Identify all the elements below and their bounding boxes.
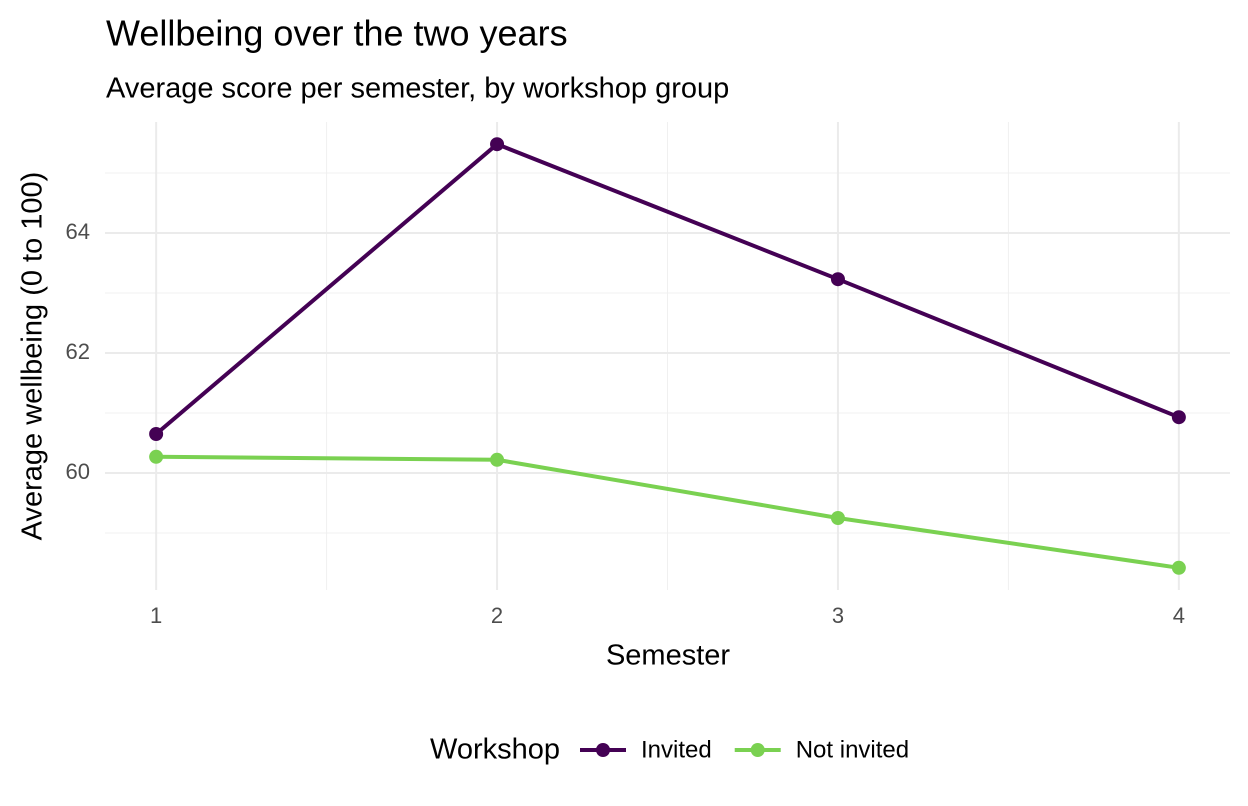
legend-key-point [596,743,610,757]
data-point [830,272,845,287]
legend-title: Workshop [430,734,560,766]
x-axis-title: Semester [606,640,730,672]
data-point [830,511,845,525]
x-tick-label: 4 [1173,603,1185,628]
data-point [149,449,164,464]
data-point [490,137,505,152]
data-point [149,427,164,441]
data-point [1171,560,1186,575]
series-line [154,141,1180,436]
chart-title: Wellbeing over the two years [106,13,568,54]
chart-subtitle: Average score per semester, by workshop … [106,73,729,105]
x-tick-label: 2 [491,603,503,628]
y-tick-label: 64 [66,219,90,244]
y-tick-label: 60 [66,459,90,484]
y-axis-title: Average wellbeing (0 to 100) [17,172,49,541]
data-point [490,452,505,467]
legend-label: Invited [641,736,712,763]
legend-key-point [750,743,765,757]
data-point [1171,410,1186,425]
x-tick-label: 3 [832,603,844,628]
legend-label: Not invited [796,736,909,763]
y-tick-label: 62 [66,339,90,364]
x-tick-label: 1 [150,603,162,628]
series-line [156,454,1180,570]
